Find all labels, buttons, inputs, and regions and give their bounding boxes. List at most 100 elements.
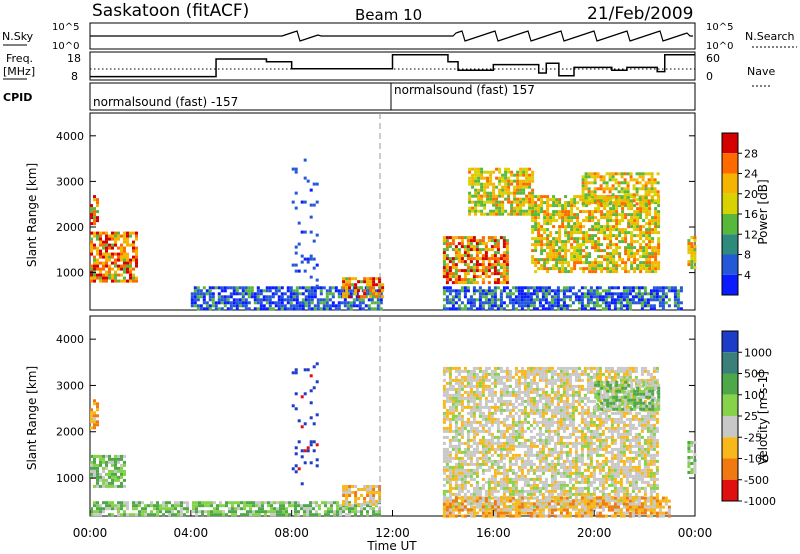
heatmap-cell <box>123 261 126 265</box>
heatmap-cell <box>514 432 518 436</box>
heatmap-cell <box>547 489 551 493</box>
heatmap-cell <box>298 301 302 305</box>
heatmap-cell <box>529 483 533 487</box>
heatmap-cell <box>96 414 99 418</box>
heatmap-cell <box>286 295 290 299</box>
heatmap-cell <box>366 286 370 290</box>
heatmap-cell <box>540 210 544 214</box>
heatmap-cell <box>534 249 538 253</box>
heatmap-cell <box>555 201 559 205</box>
heatmap-cell <box>345 513 348 517</box>
heatmap-cell <box>375 485 379 488</box>
heatmap-cell <box>466 248 470 252</box>
heatmap-cell <box>490 480 494 484</box>
heatmap-cell <box>474 200 478 204</box>
heatmap-cell <box>276 513 279 517</box>
heatmap-cell <box>474 173 478 177</box>
heatmap-cell <box>532 462 536 466</box>
heatmap-cell <box>93 270 96 274</box>
heatmap-cell <box>451 405 455 409</box>
heatmap-cell <box>550 483 554 487</box>
heatmap-cell <box>259 304 263 308</box>
heatmap-cell <box>623 181 627 185</box>
heatmap-cell <box>550 378 554 382</box>
heatmap-cell <box>268 307 272 311</box>
heatmap-cell <box>556 480 560 484</box>
heatmap-cell <box>331 292 335 296</box>
heatmap-cell <box>108 472 111 476</box>
heatmap-cell <box>523 414 527 418</box>
heatmap-cell <box>502 492 506 496</box>
heatmap-cell <box>463 441 467 445</box>
heatmap-cell <box>526 286 530 290</box>
heatmap-cell <box>532 307 536 311</box>
heatmap-cell <box>208 289 212 293</box>
heatmap-cell <box>553 298 557 302</box>
heatmap-cell <box>658 304 662 308</box>
heatmap-cell <box>655 298 659 302</box>
heatmap-cell <box>541 405 545 409</box>
heatmap-cell <box>354 491 358 494</box>
heatmap-cell <box>244 298 248 302</box>
heatmap-cell <box>532 402 536 406</box>
heatmap-cell <box>636 213 640 217</box>
heatmap-cell <box>300 230 304 234</box>
heatmap-cell <box>645 210 649 214</box>
heatmap-cell <box>606 234 610 238</box>
heatmap-cell <box>538 286 542 290</box>
heatmap-cell <box>623 178 627 182</box>
heatmap-cell <box>489 173 493 177</box>
heatmap-cell <box>477 173 481 177</box>
heatmap-cell <box>630 207 634 211</box>
heatmap-cell <box>639 261 643 265</box>
heatmap-cell <box>289 289 293 293</box>
heatmap-cell <box>584 184 588 188</box>
heatmap-cell <box>505 245 509 249</box>
heatmap-cell <box>351 491 355 494</box>
heatmap-cell <box>457 298 461 302</box>
heatmap-cell <box>650 190 654 194</box>
heatmap-cell <box>523 375 527 379</box>
heatmap-cell <box>303 176 307 180</box>
heatmap-cell <box>258 501 261 505</box>
heatmap-cell <box>657 213 661 217</box>
heatmap-cell <box>541 444 545 448</box>
heatmap-cell <box>529 507 533 511</box>
heatmap-cell <box>587 190 591 194</box>
heatmap-cell <box>574 459 578 463</box>
heatmap-cell <box>544 429 548 433</box>
heatmap-cell <box>507 182 511 186</box>
heatmap-cell <box>93 222 96 226</box>
heatmap-cell <box>201 504 204 508</box>
heatmap-cell <box>484 266 488 270</box>
heatmap-cell <box>288 501 291 505</box>
heatmap-cell <box>105 273 108 277</box>
heatmap-cell <box>581 175 585 179</box>
heatmap-cell <box>309 510 312 514</box>
heatmap-cell <box>502 480 506 484</box>
heatmap-cell <box>538 456 542 460</box>
heatmap-cell <box>499 298 503 302</box>
heatmap-cell <box>562 426 566 430</box>
heatmap-cell <box>490 292 494 296</box>
heatmap-cell <box>484 366 488 370</box>
heatmap-cell <box>487 465 491 469</box>
heatmap-cell <box>228 510 231 514</box>
heatmap-cell <box>475 402 479 406</box>
heatmap-cell <box>354 289 358 293</box>
heatmap-cell <box>657 204 661 208</box>
heatmap-cell <box>369 497 373 500</box>
heatmap-cell <box>526 307 530 311</box>
heatmap-cell <box>496 405 500 409</box>
heatmap-cell <box>673 286 677 290</box>
heatmap-cell <box>574 369 578 373</box>
heatmap-cell <box>655 292 659 296</box>
heatmap-cell <box>478 411 482 415</box>
heatmap-cell <box>478 486 482 490</box>
heatmap-cell <box>498 203 502 207</box>
heatmap-cell <box>604 292 608 296</box>
heatmap-cell <box>508 462 512 466</box>
heatmap-cell <box>264 513 267 517</box>
heatmap-cell <box>490 236 494 240</box>
